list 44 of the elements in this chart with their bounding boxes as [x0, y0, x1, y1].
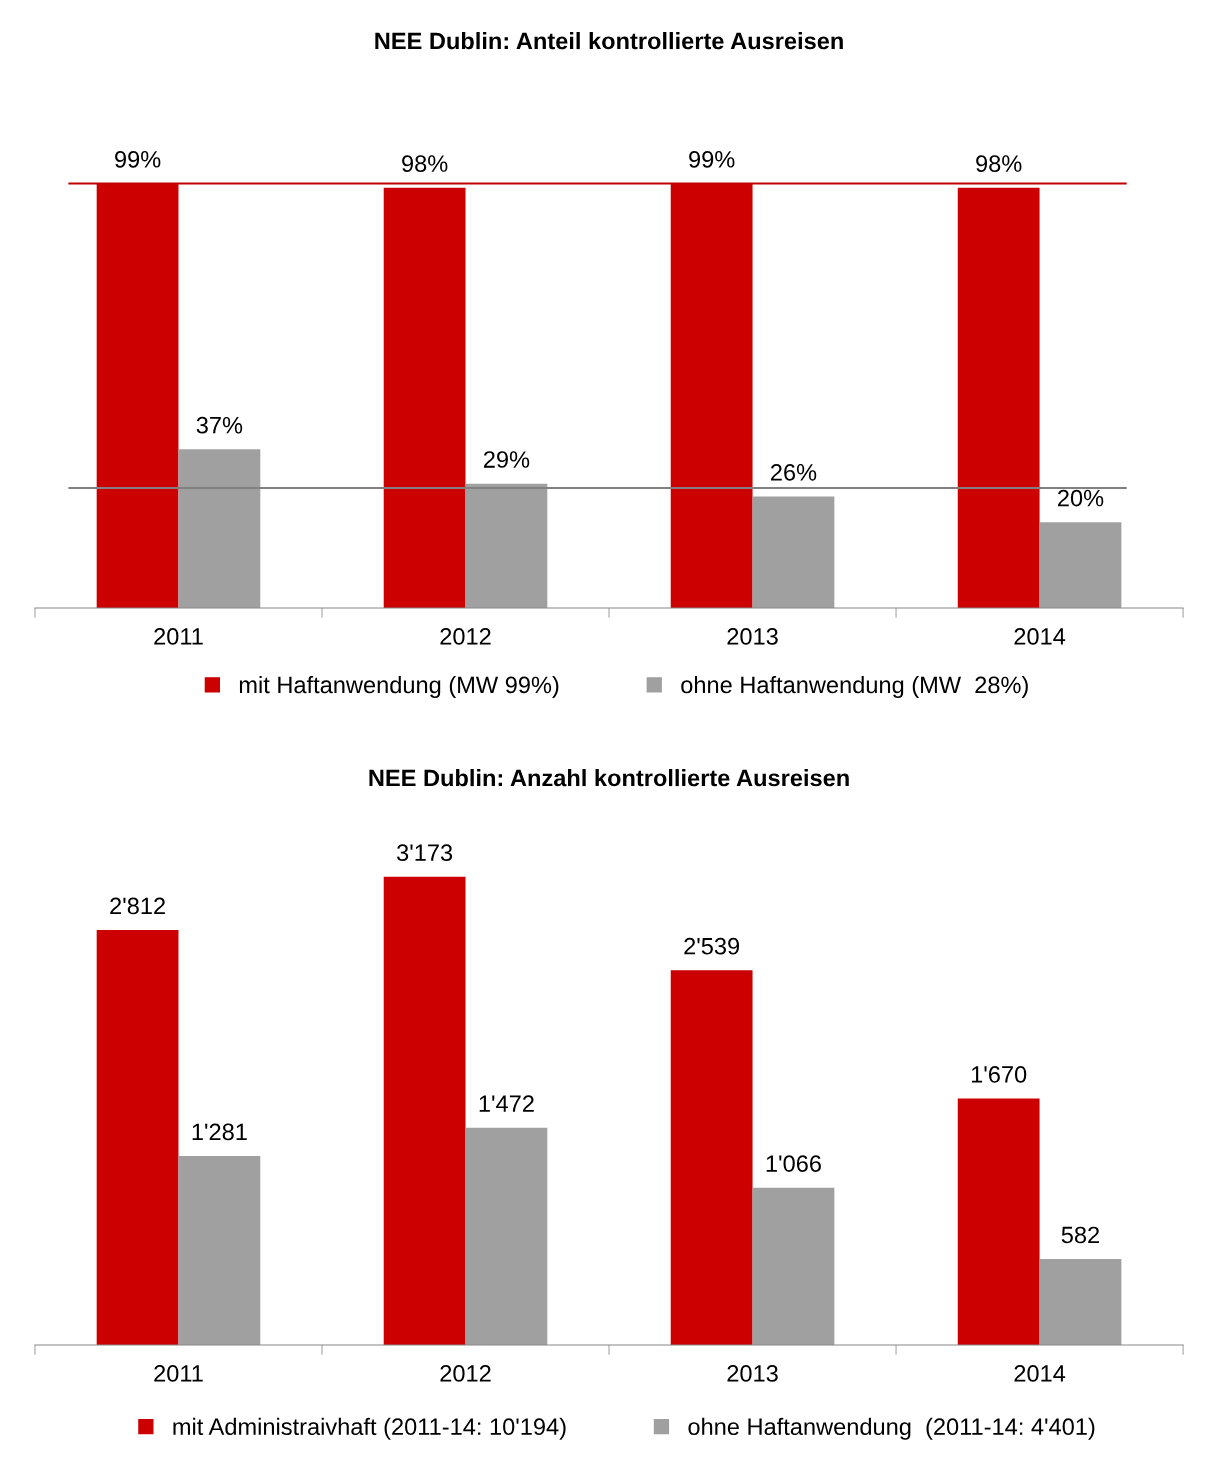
data-label: 2'539	[684, 937, 740, 955]
x-tick-label: 2011	[154, 1365, 203, 1382]
data-label: 37%	[196, 416, 243, 434]
data-label: 98%	[402, 155, 448, 172]
x-tick-label: 2011	[154, 628, 203, 645]
bar	[178, 449, 261, 608]
legend-label: mit Haftanwendung (MW 99%)	[239, 675, 559, 698]
chart-title: NEE Dublin: Anteil kontrollierte Ausreisen	[375, 32, 843, 50]
data-label: 29%	[483, 451, 530, 468]
legend-label: mit Administraivhaft (2011-14: 10'194)	[173, 1417, 566, 1440]
bar	[383, 187, 466, 608]
bar	[465, 1127, 548, 1345]
data-label: 99%	[115, 150, 161, 168]
data-label: 1'066	[766, 1155, 821, 1172]
bar	[178, 1155, 261, 1345]
x-tick-label: 2012	[440, 628, 491, 645]
data-label: 99%	[689, 150, 735, 168]
data-label: 26%	[771, 464, 817, 481]
x-tick-label: 2014	[1014, 628, 1066, 645]
bar	[1039, 1259, 1122, 1345]
bar	[957, 1098, 1040, 1345]
bar	[383, 876, 466, 1345]
data-label: 1'472	[479, 1095, 534, 1112]
bar	[1039, 522, 1122, 608]
bar	[957, 187, 1040, 608]
x-tick-label: 2012	[440, 1365, 491, 1382]
data-label: 20%	[1058, 489, 1104, 507]
x-tick-label: 2013	[727, 1365, 778, 1382]
bar	[752, 1187, 835, 1345]
chart-title: NEE Dublin: Anzahl kontrollierte Ausreisen	[369, 768, 849, 787]
legend-label: ohne Haftanwendung (2011-14: 4'401)	[688, 1417, 1095, 1440]
bar	[752, 496, 835, 608]
bar	[96, 930, 179, 1345]
bar	[465, 483, 548, 608]
x-tick-label: 2013	[727, 628, 778, 645]
data-label: 2'812	[110, 897, 165, 915]
bar	[670, 970, 753, 1345]
legend-label: ohne Haftanwendung (MW 28%)	[681, 675, 1028, 698]
x-tick-label: 2014	[1014, 1365, 1066, 1382]
data-label: 1'670	[971, 1066, 1027, 1083]
data-label: 582	[1061, 1226, 1099, 1244]
data-label: 3'173	[397, 844, 453, 862]
data-label: 1'281	[192, 1123, 247, 1141]
data-label: 98%	[976, 155, 1022, 172]
